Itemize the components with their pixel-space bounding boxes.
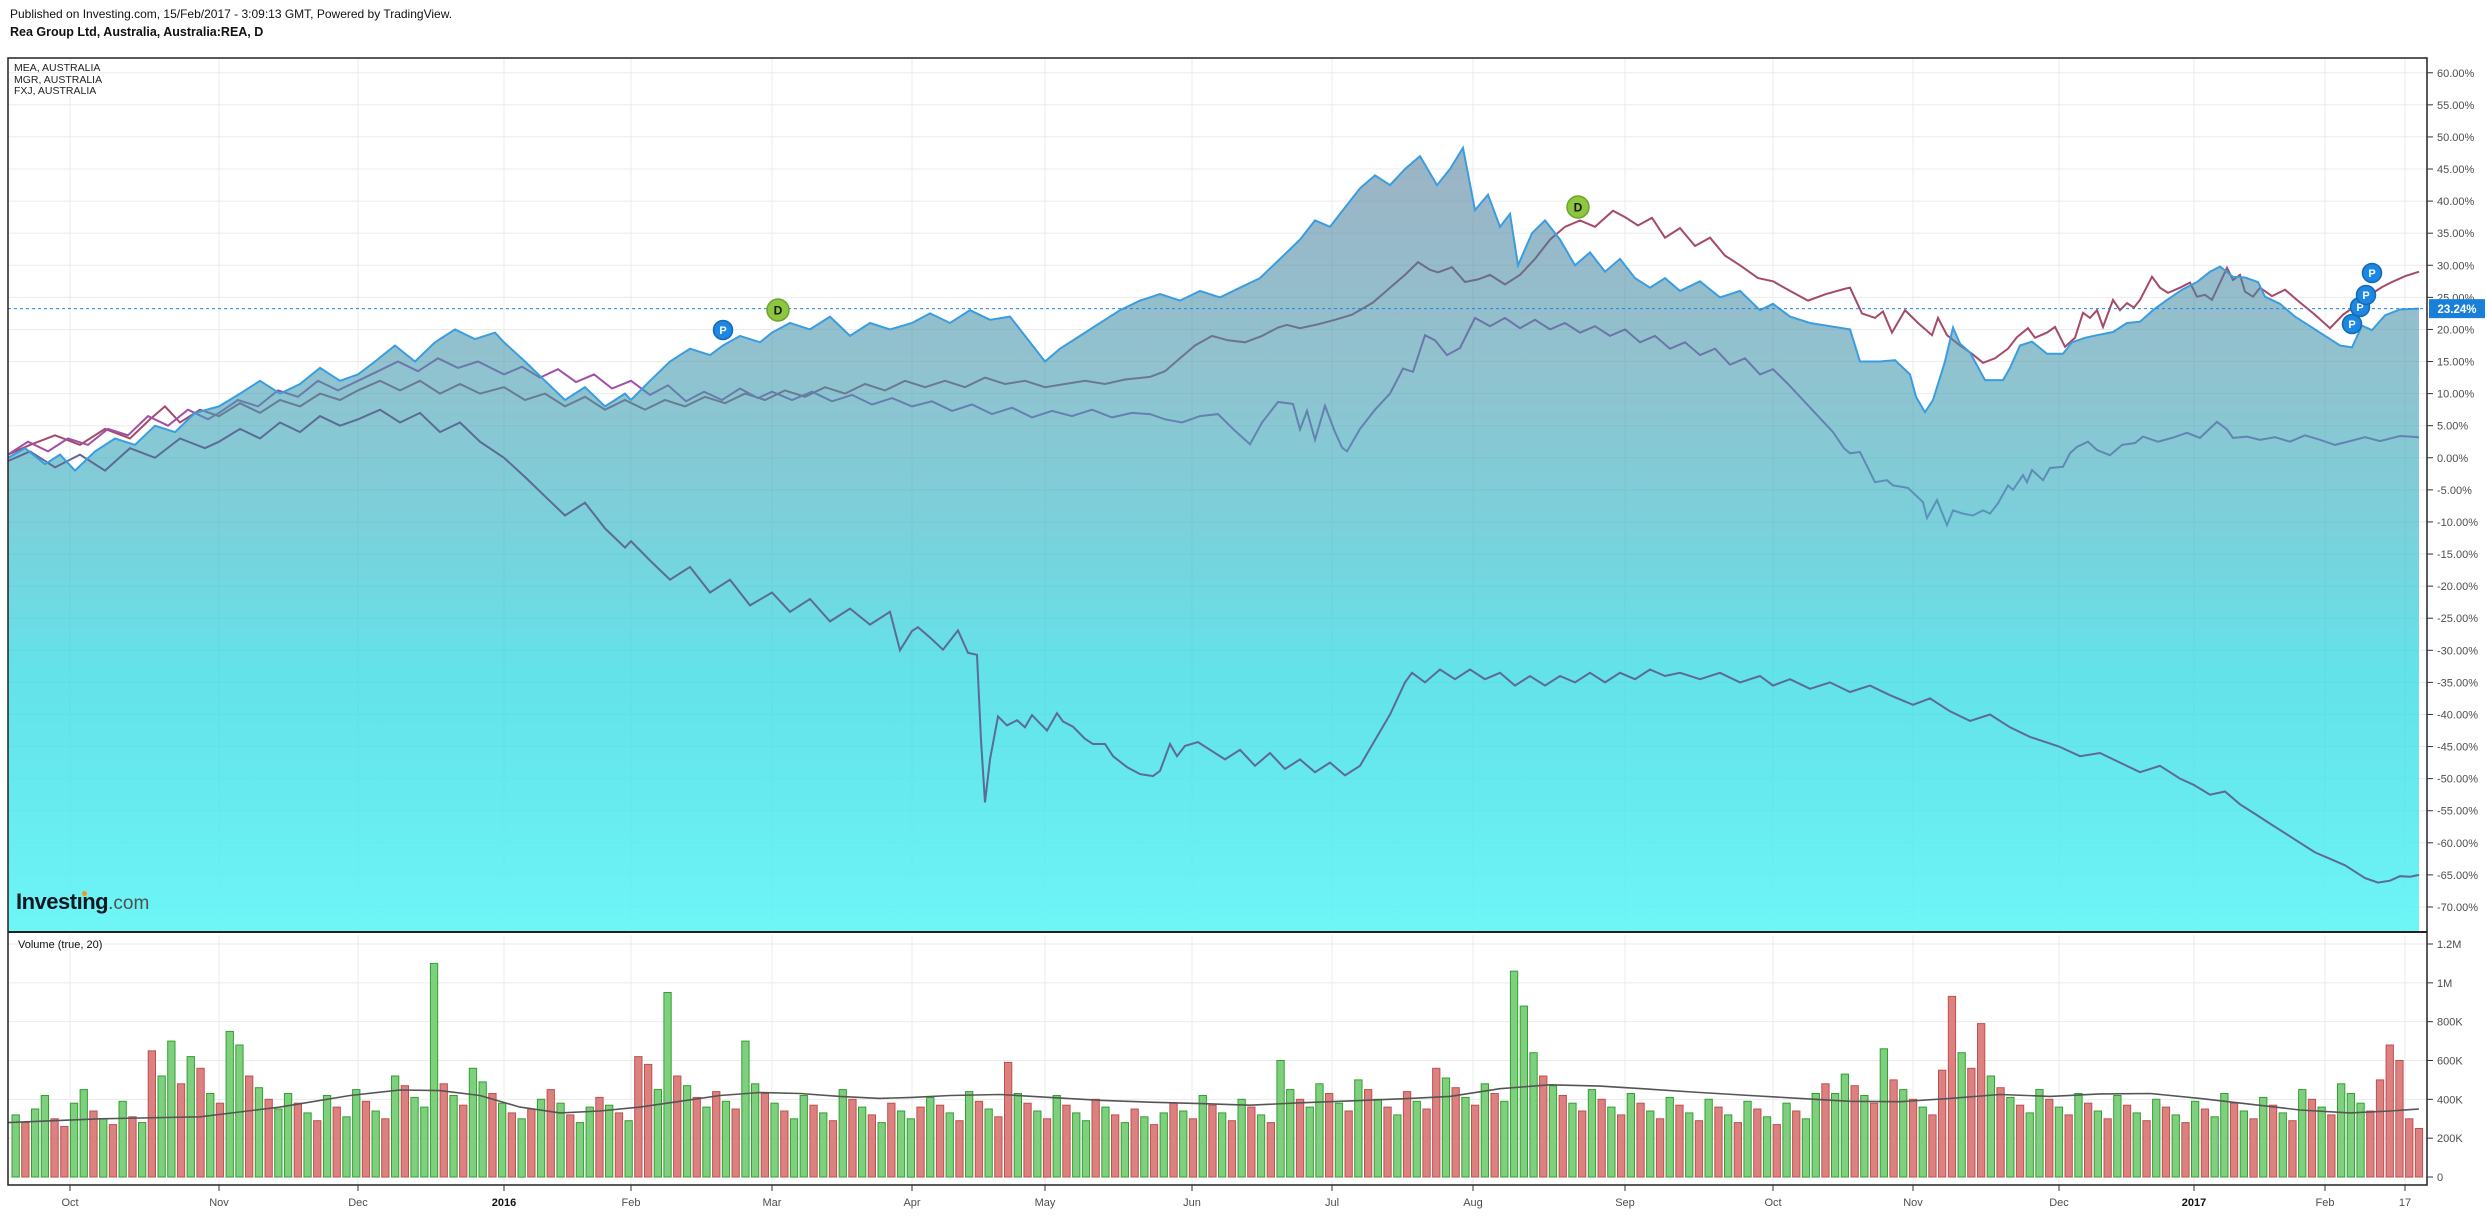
svg-text:-40.00%: -40.00% bbox=[2437, 709, 2478, 721]
compare-legend: MEA, AUSTRALIA MGR, AUSTRALIA FXJ, AUSTR… bbox=[14, 62, 103, 98]
svg-text:0.00%: 0.00% bbox=[2437, 453, 2468, 465]
p-event-marker[interactable]: P bbox=[2341, 313, 2363, 335]
svg-text:P: P bbox=[2348, 319, 2355, 331]
rea-area-fill bbox=[8, 147, 2419, 933]
svg-text:-65.00%: -65.00% bbox=[2437, 870, 2478, 882]
svg-text:10.00%: 10.00% bbox=[2437, 389, 2475, 401]
svg-text:P: P bbox=[719, 325, 726, 337]
svg-text:Nov: Nov bbox=[209, 1197, 229, 1209]
logo-brand: Investıng bbox=[16, 889, 109, 914]
svg-text:40.00%: 40.00% bbox=[2437, 196, 2475, 208]
p-event-marker[interactable]: P bbox=[712, 319, 734, 341]
p-event-marker[interactable]: P bbox=[2361, 262, 2383, 284]
svg-text:Apr: Apr bbox=[903, 1197, 920, 1209]
svg-text:-70.00%: -70.00% bbox=[2437, 902, 2478, 914]
svg-text:-20.00%: -20.00% bbox=[2437, 581, 2478, 593]
legend-item-mgr: MGR, AUSTRALIA bbox=[14, 73, 103, 86]
svg-text:30.00%: 30.00% bbox=[2437, 260, 2475, 272]
svg-text:20.00%: 20.00% bbox=[2437, 324, 2475, 336]
svg-text:Nov: Nov bbox=[1903, 1197, 1923, 1209]
x-axis-labels: Oct Nov Dec 2016 Feb Mar Apr May Jun Jul Aug Sep Oct… bbox=[61, 1185, 2411, 1209]
svg-text:200K: 200K bbox=[2437, 1133, 2463, 1145]
svg-text:5.00%: 5.00% bbox=[2437, 421, 2468, 433]
volume-pane-label: Volume (true, 20) bbox=[18, 939, 103, 951]
svg-text:15.00%: 15.00% bbox=[2437, 357, 2475, 369]
published-line: Published on Investing.com, 15/Feb/2017 … bbox=[10, 7, 453, 21]
svg-text:-35.00%: -35.00% bbox=[2437, 677, 2478, 689]
svg-text:2016: 2016 bbox=[492, 1197, 516, 1209]
svg-text:2017: 2017 bbox=[2182, 1197, 2206, 1209]
svg-text:-55.00%: -55.00% bbox=[2437, 806, 2478, 818]
svg-text:-10.00%: -10.00% bbox=[2437, 517, 2478, 529]
svg-text:400K: 400K bbox=[2437, 1094, 2463, 1106]
logo-orange-dot-icon bbox=[82, 891, 87, 896]
svg-text:-25.00%: -25.00% bbox=[2437, 613, 2478, 625]
svg-text:Feb: Feb bbox=[2316, 1197, 2335, 1209]
svg-text:45.00%: 45.00% bbox=[2437, 164, 2475, 176]
dividend-marker[interactable]: D bbox=[1566, 195, 1590, 219]
svg-text:Sep: Sep bbox=[1615, 1197, 1635, 1209]
svg-text:-60.00%: -60.00% bbox=[2437, 838, 2478, 850]
p-event-marker[interactable]: P bbox=[2355, 284, 2377, 306]
pane-borders bbox=[7, 57, 2428, 1186]
svg-text:P: P bbox=[2368, 268, 2375, 280]
svg-text:Oct: Oct bbox=[61, 1197, 78, 1209]
svg-text:-50.00%: -50.00% bbox=[2437, 774, 2478, 786]
svg-text:-45.00%: -45.00% bbox=[2437, 742, 2478, 754]
svg-text:D: D bbox=[774, 304, 783, 318]
legend-item-mea: MEA, AUSTRALIA bbox=[14, 62, 101, 74]
svg-text:Dec: Dec bbox=[2049, 1197, 2069, 1209]
svg-text:1M: 1M bbox=[2437, 978, 2452, 990]
svg-text:P: P bbox=[2356, 302, 2363, 314]
rea-line-series bbox=[7, 145, 2420, 473]
svg-text:23.24%: 23.24% bbox=[2437, 304, 2476, 316]
svg-text:55.00%: 55.00% bbox=[2437, 100, 2475, 112]
svg-text:35.00%: 35.00% bbox=[2437, 228, 2475, 240]
investing-logo: Investıng.com bbox=[16, 889, 149, 915]
price-label-badge: 23.24% bbox=[2429, 299, 2485, 319]
svg-text:-5.00%: -5.00% bbox=[2437, 485, 2472, 497]
svg-text:50.00%: 50.00% bbox=[2437, 132, 2475, 144]
svg-text:Jul: Jul bbox=[1325, 1197, 1339, 1209]
svg-text:Mar: Mar bbox=[763, 1197, 782, 1209]
fxj-line-series bbox=[7, 408, 2420, 884]
svg-text:0: 0 bbox=[2437, 1172, 2443, 1184]
svg-text:1.2M: 1.2M bbox=[2437, 939, 2461, 951]
svg-text:D: D bbox=[1574, 201, 1583, 215]
svg-text:800K: 800K bbox=[2437, 1017, 2463, 1029]
dividend-marker[interactable]: D bbox=[766, 298, 790, 322]
svg-text:17: 17 bbox=[2399, 1197, 2411, 1209]
volume-bars bbox=[11, 962, 2424, 1178]
svg-text:Feb: Feb bbox=[622, 1197, 641, 1209]
logo-suffix: .com bbox=[108, 893, 150, 914]
legend-item-fxj: FXJ, AUSTRALIA bbox=[14, 85, 97, 97]
svg-text:Oct: Oct bbox=[1764, 1197, 1781, 1209]
svg-text:-30.00%: -30.00% bbox=[2437, 645, 2478, 657]
svg-text:P: P bbox=[2362, 290, 2369, 302]
svg-text:May: May bbox=[1035, 1197, 1056, 1209]
svg-text:60.00%: 60.00% bbox=[2437, 68, 2475, 80]
right-axis-labels: 60.00% 55.00% 50.00% 45.00% 40.00% 35.00% 30.0… bbox=[2427, 68, 2478, 1184]
svg-text:600K: 600K bbox=[2437, 1056, 2463, 1068]
svg-text:-15.00%: -15.00% bbox=[2437, 549, 2478, 561]
page-title: Rea Group Ltd, Australia, Australia:REA,… bbox=[10, 25, 264, 39]
svg-text:Dec: Dec bbox=[348, 1197, 368, 1209]
svg-text:Aug: Aug bbox=[1463, 1197, 1483, 1209]
volume-ma-line bbox=[7, 1083, 2420, 1124]
svg-text:Jun: Jun bbox=[1183, 1197, 1201, 1209]
